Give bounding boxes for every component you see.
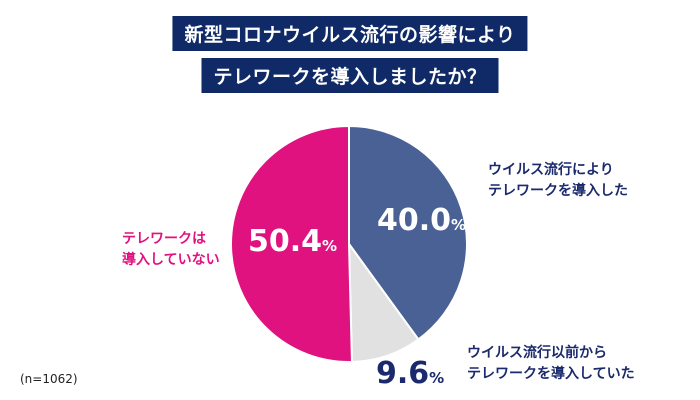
- pie-slice-not-introduced: [230, 124, 353, 363]
- chart-title-line-1: 新型コロナウイルス流行の影響により: [172, 16, 528, 51]
- data-label-before: 9.6%: [376, 356, 445, 391]
- data-label-not-introduced: 50.4%: [248, 224, 338, 259]
- pie-slice-introduced: [348, 124, 468, 341]
- chart-title-line-2: テレワークを導入しましたか？: [201, 58, 499, 93]
- legend-label-introduced: ウイルス流行により テレワークを導入した: [488, 162, 628, 199]
- legend-label-before: ウイルス流行以前から テレワークを導入していた: [467, 345, 635, 382]
- legend-label-not-introduced: テレワークは 導入していない: [122, 231, 220, 268]
- sample-size-note: (n=1062): [20, 372, 78, 386]
- data-label-introduced: 40.0%: [377, 203, 467, 238]
